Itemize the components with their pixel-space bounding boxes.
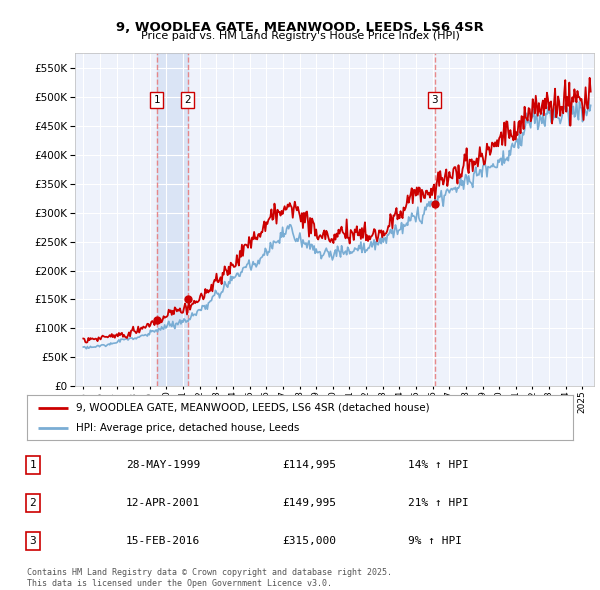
Text: 3: 3 xyxy=(29,536,37,546)
Text: 1: 1 xyxy=(29,460,37,470)
Text: 2: 2 xyxy=(184,95,191,105)
Text: 1: 1 xyxy=(154,95,160,105)
Text: 28-MAY-1999: 28-MAY-1999 xyxy=(126,460,200,470)
Text: Contains HM Land Registry data © Crown copyright and database right 2025.
This d: Contains HM Land Registry data © Crown c… xyxy=(27,568,392,588)
Text: 21% ↑ HPI: 21% ↑ HPI xyxy=(408,498,469,508)
Text: 3: 3 xyxy=(431,95,438,105)
Text: 9, WOODLEA GATE, MEANWOOD, LEEDS, LS6 4SR (detached house): 9, WOODLEA GATE, MEANWOOD, LEEDS, LS6 4S… xyxy=(76,403,430,412)
Text: 2: 2 xyxy=(29,498,37,508)
Text: £114,995: £114,995 xyxy=(282,460,336,470)
Text: 12-APR-2001: 12-APR-2001 xyxy=(126,498,200,508)
Text: £315,000: £315,000 xyxy=(282,536,336,546)
Text: 9% ↑ HPI: 9% ↑ HPI xyxy=(408,536,462,546)
Text: 15-FEB-2016: 15-FEB-2016 xyxy=(126,536,200,546)
Text: Price paid vs. HM Land Registry's House Price Index (HPI): Price paid vs. HM Land Registry's House … xyxy=(140,31,460,41)
Text: 9, WOODLEA GATE, MEANWOOD, LEEDS, LS6 4SR: 9, WOODLEA GATE, MEANWOOD, LEEDS, LS6 4S… xyxy=(116,21,484,34)
Text: HPI: Average price, detached house, Leeds: HPI: Average price, detached house, Leed… xyxy=(76,424,299,434)
Text: £149,995: £149,995 xyxy=(282,498,336,508)
Bar xyxy=(157,53,188,386)
Text: 14% ↑ HPI: 14% ↑ HPI xyxy=(408,460,469,470)
